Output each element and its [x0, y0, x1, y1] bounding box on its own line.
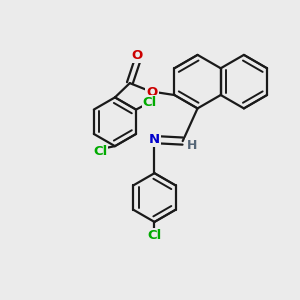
Text: Cl: Cl [147, 230, 162, 242]
Text: H: H [186, 139, 197, 152]
Text: N: N [149, 133, 160, 146]
Text: Cl: Cl [142, 96, 157, 109]
Text: O: O [146, 85, 158, 98]
Text: Cl: Cl [93, 145, 107, 158]
Text: O: O [132, 49, 143, 62]
